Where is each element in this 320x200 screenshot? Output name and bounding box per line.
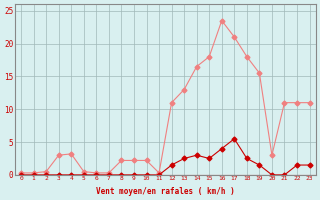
X-axis label: Vent moyen/en rafales ( km/h ): Vent moyen/en rafales ( km/h ) <box>96 187 235 196</box>
